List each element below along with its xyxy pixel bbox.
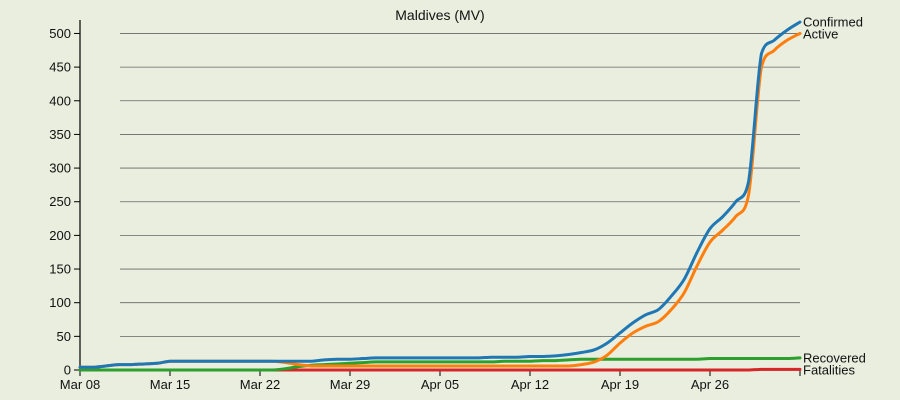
chart-axes: 0 50 100 150 200 250 300 350 400 450 500 Mar 08 Mar … bbox=[49, 20, 801, 392]
series-label-recovered: Recovered bbox=[803, 350, 866, 365]
y-tick-label: 150 bbox=[49, 262, 71, 277]
x-tick-label: Mar 29 bbox=[330, 377, 370, 392]
x-tick-label: Apr 19 bbox=[601, 377, 639, 392]
series-label-fatalities: Fatalities bbox=[803, 362, 856, 377]
chart-gridlines bbox=[120, 33, 800, 337]
series-line-active bbox=[78, 31, 802, 369]
series-label-active: Active bbox=[803, 27, 838, 42]
y-tick-label: 0 bbox=[64, 363, 71, 378]
chart-title: Maldives (MV) bbox=[395, 7, 484, 23]
series-line-confirmed bbox=[78, 20, 802, 369]
y-tick-label: 50 bbox=[57, 329, 71, 344]
x-tick-label: Apr 26 bbox=[691, 377, 729, 392]
x-tick-label: Mar 15 bbox=[150, 377, 190, 392]
x-tick-label: Mar 22 bbox=[240, 377, 280, 392]
x-tick-label: Apr 12 bbox=[511, 377, 549, 392]
series-label-confirmed: Confirmed bbox=[803, 15, 863, 30]
x-tick-label: Mar 08 bbox=[60, 377, 100, 392]
y-tick-label: 100 bbox=[49, 295, 71, 310]
y-tick-label: 400 bbox=[49, 93, 71, 108]
y-tick-label: 300 bbox=[49, 161, 71, 176]
x-tick-label: Apr 05 bbox=[421, 377, 459, 392]
series-line-recovered bbox=[78, 356, 802, 372]
y-tick-label: 200 bbox=[49, 228, 71, 243]
y-tick-label: 350 bbox=[49, 127, 71, 142]
y-tick-label: 500 bbox=[49, 26, 71, 41]
y-tick-label: 450 bbox=[49, 60, 71, 75]
y-tick-label: 250 bbox=[49, 194, 71, 209]
chart-series bbox=[78, 20, 802, 372]
